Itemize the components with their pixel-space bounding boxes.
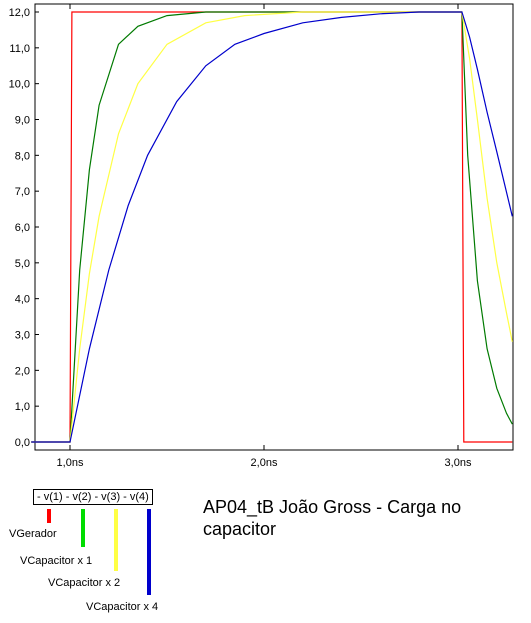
legend-label-red: VGerador — [9, 528, 57, 540]
legend-label-green: VCapacitor x 1 — [20, 555, 93, 567]
axes: 0,0 1,0 2,0 3,0 4,0 5,0 6,0 7,0 8,0 9,0 10,0 11,0 12… — [9, 4, 472, 469]
y-tick-label: 9,0 — [15, 115, 30, 127]
y-tick-label: 12,0 — [9, 7, 30, 19]
chart-title: AP04_tB João Gross - Carga no capacitor — [203, 497, 462, 539]
y-tick-label: 3,0 — [15, 330, 30, 342]
series-line-green — [31, 11, 513, 443]
plot-area — [34, 3, 514, 451]
series-line-yellow — [31, 11, 513, 443]
legend-title: - v(1) - v(2) - v(3) - v(4) — [37, 491, 149, 503]
legend-label-yellow: VCapacitor x 2 — [48, 577, 121, 589]
y-tick-label: 7,0 — [15, 186, 30, 198]
y-tick-label: 6,0 — [15, 222, 30, 234]
legend-marker-blue — [147, 509, 151, 595]
y-tick-label: 1,0 — [15, 401, 30, 413]
y-tick-label: 11,0 — [9, 43, 30, 55]
y-tick-label: 5,0 — [15, 258, 30, 270]
legend-label-blue: VCapacitor x 4 — [86, 601, 159, 613]
x-tick-label: 2,0ns — [251, 457, 278, 469]
y-tick-label: 10,0 — [9, 79, 30, 91]
y-tick-label: 8,0 — [15, 150, 30, 162]
series-line-blue — [31, 11, 513, 443]
y-tick-label: 0,0 — [15, 437, 30, 449]
line-chart: 0,0 1,0 2,0 3,0 4,0 5,0 6,0 7,0 8,0 9,0 10,0 11,0 12… — [9, 3, 514, 469]
legend-marker-green — [81, 509, 85, 547]
x-tick-label: 3,0ns — [445, 457, 472, 469]
y-tick-label: 2,0 — [15, 365, 30, 377]
legend-marker-red — [47, 509, 51, 523]
series-layer — [31, 11, 513, 443]
legend-marker-yellow — [114, 509, 118, 571]
legend-box: - v(1) - v(2) - v(3) - v(4) — [33, 489, 153, 505]
x-tick-label: 1,0ns — [57, 457, 84, 469]
y-tick-label: 4,0 — [15, 294, 30, 306]
